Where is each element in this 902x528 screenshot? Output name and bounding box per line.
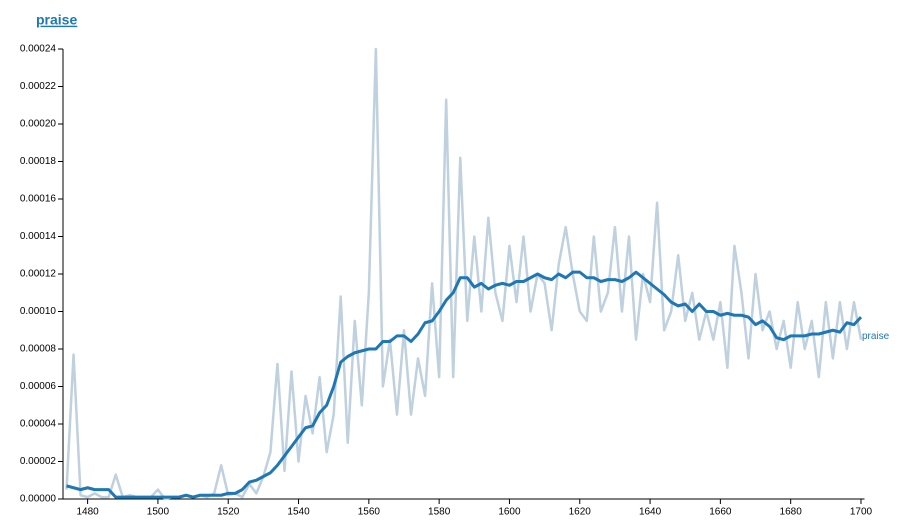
x-tick-label: 1600 (498, 507, 521, 518)
y-tick-label: 0.00000 (20, 494, 57, 505)
y-tick-label: 0.00012 (20, 269, 57, 280)
series-label: praise (862, 331, 890, 342)
x-tick-label: 1680 (780, 507, 803, 518)
y-tick-label: 0.00008 (20, 344, 57, 355)
x-tick-label: 1640 (639, 507, 662, 518)
x-tick-label: 1560 (358, 507, 381, 518)
y-tick-label: 0.00016 (20, 194, 57, 205)
y-tick-label: 0.00006 (20, 381, 57, 392)
smoothed-line (66, 270, 863, 499)
raw-line (65, 47, 863, 501)
y-tick-label: 0.00020 (20, 119, 57, 130)
x-tick-label: 1660 (709, 507, 732, 518)
y-tick-label: 0.00004 (20, 419, 57, 430)
y-tick-label: 0.00024 (20, 44, 57, 55)
x-tick-label: 1520 (217, 507, 240, 518)
x-tick-label: 1540 (287, 507, 310, 518)
x-tick-label: 1500 (147, 507, 170, 518)
y-tick-label: 0.00010 (20, 306, 57, 317)
y-tick-label: 0.00002 (20, 456, 57, 467)
x-tick-label: 1480 (76, 507, 99, 518)
x-tick-label: 1580 (428, 507, 451, 518)
y-tick-label: 0.00022 (20, 81, 57, 92)
y-tick-label: 0.00014 (20, 231, 57, 242)
x-tick-label: 1620 (569, 507, 592, 518)
y-tick-label: 0.00018 (20, 156, 57, 167)
chart-title[interactable]: praise (36, 12, 77, 28)
x-tick-label: 1700 (850, 507, 873, 518)
